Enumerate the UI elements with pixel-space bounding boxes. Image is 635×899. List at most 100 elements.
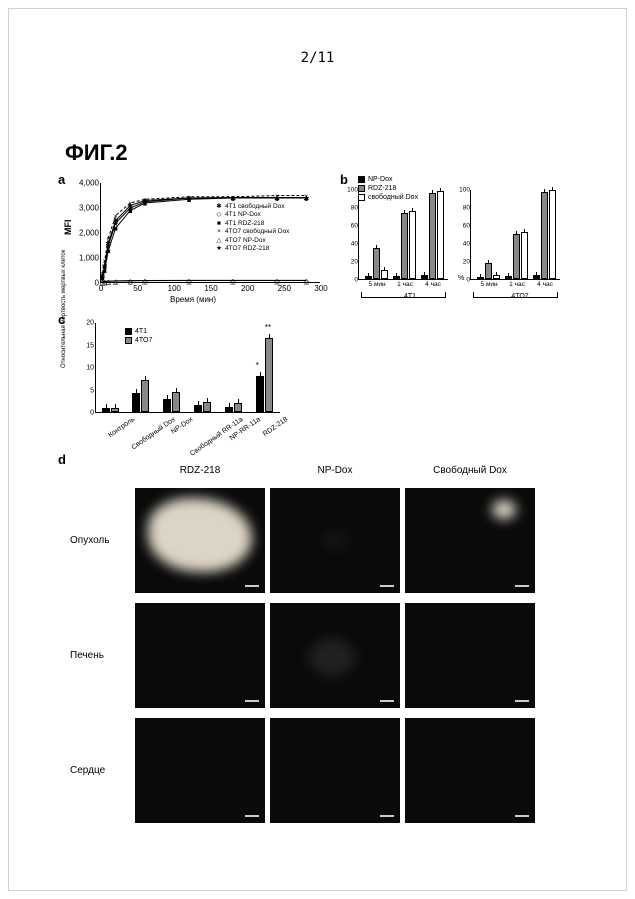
panel-a-xtick: 300 <box>314 284 327 293</box>
svg-text:△: △ <box>113 279 119 286</box>
panel-c-ytick: 0 <box>90 410 94 417</box>
panel-c-bar <box>163 399 171 413</box>
panel-c-ytick: 5 <box>90 387 94 394</box>
panel-b-ylabel: % <box>458 275 464 282</box>
panel-b-xtick: 4 час <box>537 281 553 288</box>
panel-b-errorbar <box>440 188 441 191</box>
panel-b-xtick: 1 час <box>509 281 525 288</box>
panel-a-ylabel: MFI <box>63 220 73 236</box>
svg-text:△: △ <box>304 278 310 285</box>
panel-b-bar <box>541 192 548 279</box>
panel-c-errorbar <box>229 403 230 407</box>
panel-b-errorbar <box>488 260 489 263</box>
panel-b-ytick: 20 <box>463 259 470 266</box>
panel-b-errorbar <box>368 273 369 276</box>
panel-c-ylabel: Относительная мертвость мертвых клеток <box>61 250 67 368</box>
panel-b-bar <box>549 190 556 279</box>
panel-b-ytick: 100 <box>347 187 358 194</box>
panel-c-xtick: Свободный Dox <box>131 416 177 451</box>
svg-text:★: ★ <box>102 265 108 273</box>
panel-c-bar <box>102 408 110 413</box>
panel-b-xtick: 5 мин <box>480 281 497 288</box>
panel-b-ytick: 100 <box>459 187 470 194</box>
panel-a-legend-item: ★4TO7 RDZ-218 <box>215 245 289 253</box>
panel-b-group-0: 4T1 <box>380 293 440 300</box>
scale-bar <box>515 585 529 587</box>
panel-b-errorbar <box>432 190 433 193</box>
panel-b-bar <box>365 276 372 279</box>
panel-b-errorbar <box>524 229 525 232</box>
panel-b-bar <box>393 276 400 279</box>
panel-b-ytick: 60 <box>351 223 358 230</box>
svg-text:△: △ <box>106 279 112 286</box>
svg-text:★: ★ <box>230 195 236 203</box>
scale-bar <box>380 585 394 587</box>
scale-bar <box>380 815 394 817</box>
panel-b-ytick: 0 <box>354 277 358 284</box>
panel-b-ytick: 40 <box>351 241 358 248</box>
panel-a-xtick: 250 <box>278 284 291 293</box>
panel-a-xtick: 50 <box>133 284 142 293</box>
scale-bar <box>245 585 259 587</box>
svg-text:★: ★ <box>186 195 192 203</box>
scale-bar <box>380 700 394 702</box>
panel-a-label: a <box>58 172 65 187</box>
panel-c-bar <box>225 407 233 412</box>
panel-b-errorbar <box>552 187 553 190</box>
panel-b-bar <box>437 191 444 279</box>
panel-d-signal-glow <box>492 500 515 519</box>
panel-b-bar <box>485 263 492 279</box>
panel-c-bar <box>141 380 149 412</box>
panel-b-ytick: 20 <box>351 259 358 266</box>
panel-c-errorbar <box>167 395 168 399</box>
panel-d-tissue-image <box>135 603 265 708</box>
panel-d-grid: RDZ-218NP-DoxСвободный DoxОпухольПеченьС… <box>70 460 560 825</box>
panel-b-bar <box>421 275 428 280</box>
svg-text:★: ★ <box>105 243 111 251</box>
panel-b-bar <box>505 276 512 279</box>
figure-title: ФИГ.2 <box>65 140 128 166</box>
svg-text:×: × <box>114 214 118 221</box>
scale-bar <box>515 815 529 817</box>
panel-b-bar <box>493 275 500 280</box>
panel-c-bar <box>234 403 242 412</box>
panel-d-tissue-image <box>270 603 400 708</box>
svg-text:△: △ <box>142 279 148 286</box>
panel-d-row-header: Сердце <box>70 765 130 776</box>
panel-a-legend: ✱4T1 свободный Dox◇4T1 NP-Dox■4T1 RDZ-21… <box>215 203 289 254</box>
panel-d-tissue-image <box>270 718 400 823</box>
svg-text:★: ★ <box>99 274 105 282</box>
svg-text:★: ★ <box>113 220 119 228</box>
panel-c-ytick: 10 <box>86 365 94 372</box>
panel-a-ytick: 2,000 <box>79 229 99 238</box>
panel-a-xtick: 150 <box>204 284 217 293</box>
panel-d-col-header: NP-Dox <box>270 465 400 476</box>
panel-b-chart-4t1: 0204060801005 мин1 час4 час <box>358 190 448 280</box>
panel-a-ytick: 4,000 <box>79 179 99 188</box>
panel-c-errorbar <box>269 334 270 338</box>
panel-c-significance: * <box>256 361 259 370</box>
panel-d-col-header: RDZ-218 <box>135 465 265 476</box>
panel-a-legend-item: ×4TO7 свободный Dox <box>215 228 289 236</box>
svg-text:△: △ <box>186 278 192 285</box>
panel-b-bar <box>521 232 528 279</box>
panel-c-errorbar <box>115 404 116 408</box>
panel-a-xtick: 200 <box>241 284 254 293</box>
panel-c-errorbar <box>260 372 261 376</box>
panel-c-errorbar <box>198 401 199 405</box>
panel-c-legend: 4T14TO7 <box>125 327 152 345</box>
panel-b-xtick: 4 час <box>425 281 441 288</box>
panel-c-xtick: Контроль <box>107 416 136 439</box>
panel-d-tissue-image <box>405 718 535 823</box>
panel-d-tissue-image <box>405 488 535 593</box>
panel-b-ytick: 80 <box>463 205 470 212</box>
panel-b-ytick: 40 <box>463 241 470 248</box>
panel-b-bar <box>533 275 540 279</box>
panel-c-errorbar <box>136 389 137 393</box>
panel-b-errorbar <box>496 272 497 275</box>
svg-text:★: ★ <box>303 195 309 203</box>
panel-a-legend-item: ✱4T1 свободный Dox <box>215 203 289 211</box>
panel-b-errorbar <box>396 273 397 276</box>
panel-b-errorbar <box>376 245 377 248</box>
panel-d-signal-glow <box>187 645 200 656</box>
